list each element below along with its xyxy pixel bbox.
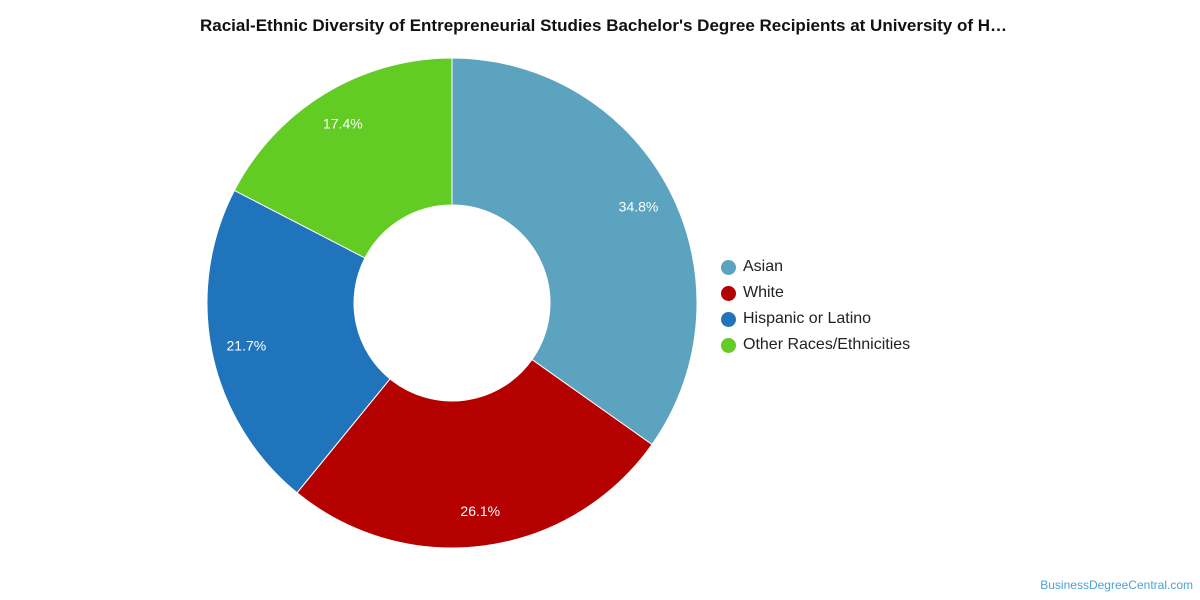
watermark-link[interactable]: BusinessDegreeCentral.com xyxy=(1040,578,1193,592)
legend-item-asian[interactable]: Asian xyxy=(721,254,910,280)
legend-label-asian: Asian xyxy=(743,258,784,275)
slice-white[interactable] xyxy=(296,358,653,549)
slice-asian[interactable] xyxy=(451,57,698,446)
slice-label-asian: 34.8% xyxy=(619,198,659,214)
slice-label-hispanic-or-latino: 21.7% xyxy=(227,338,267,354)
legend-label-white: White xyxy=(743,284,784,301)
legend-swatch-hispanic-or-latino xyxy=(721,311,736,327)
chart-legend: Asian White Hispanic or Latino Other Rac… xyxy=(721,254,910,358)
legend-item-other-races-ethnicities[interactable]: Other Races/Ethnicities xyxy=(721,332,910,358)
slice-label-other-races-ethnicities: 17.4% xyxy=(323,116,363,132)
slice-label-white: 26.1% xyxy=(460,503,500,519)
chart-title: Racial-Ethnic Diversity of Entrepreneuri… xyxy=(199,16,1008,35)
legend-swatch-white xyxy=(721,285,736,301)
slice-hispanic-or-latino[interactable] xyxy=(206,189,391,494)
legend-item-white[interactable]: White xyxy=(721,280,910,306)
slice-other-races-ethnicities[interactable] xyxy=(233,57,453,259)
legend-swatch-asian xyxy=(721,259,736,275)
legend-label-other-races-ethnicities: Other Races/Ethnicities xyxy=(743,336,911,353)
legend-item-hispanic-or-latino[interactable]: Hispanic or Latino xyxy=(721,306,910,332)
legend-label-hispanic-or-latino: Hispanic or Latino xyxy=(743,310,872,327)
legend-swatch-other-races-ethnicities xyxy=(721,337,736,353)
